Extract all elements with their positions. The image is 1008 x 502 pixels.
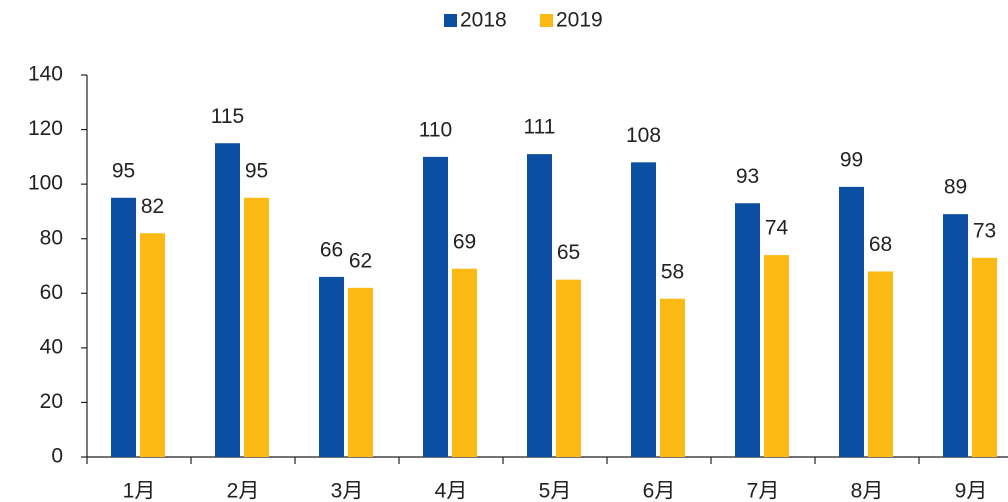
y-tick-label: 0 xyxy=(51,445,63,468)
bar xyxy=(764,255,789,457)
data-label: 68 xyxy=(869,233,892,256)
x-tick-label: 8月 xyxy=(851,480,884,502)
x-tick-label: 4月 xyxy=(435,480,468,502)
data-label: 93 xyxy=(736,165,759,188)
data-label: 110 xyxy=(419,118,452,141)
x-tick-label: 6月 xyxy=(643,480,676,502)
bar xyxy=(319,276,344,457)
bar xyxy=(111,197,136,458)
data-label: 65 xyxy=(557,241,580,264)
x-tick-label: 9月 xyxy=(955,480,988,502)
y-tick-label: 40 xyxy=(40,335,63,358)
x-tick-label: 5月 xyxy=(539,480,572,502)
data-label: 111 xyxy=(524,116,556,139)
bar xyxy=(839,186,864,457)
y-tick-label: 140 xyxy=(28,63,63,86)
bar xyxy=(244,197,269,458)
bar xyxy=(215,143,240,457)
data-label: 66 xyxy=(320,238,343,261)
data-label: 69 xyxy=(453,230,476,253)
y-tick-label: 120 xyxy=(28,117,63,140)
bar xyxy=(972,257,997,457)
legend-label: 2019 xyxy=(556,9,603,32)
x-tick-label: 7月 xyxy=(747,480,780,502)
data-label: 58 xyxy=(661,260,684,283)
bar xyxy=(556,279,581,457)
bar xyxy=(423,156,448,457)
bar xyxy=(660,298,685,457)
data-label: 73 xyxy=(973,219,996,242)
bar xyxy=(140,233,165,457)
data-label: 108 xyxy=(626,124,661,147)
legend-label: 2018 xyxy=(460,9,507,32)
data-label: 89 xyxy=(944,176,967,199)
x-tick-label: 1月 xyxy=(123,480,156,502)
bar xyxy=(631,162,656,458)
bar xyxy=(348,287,373,457)
data-label: 95 xyxy=(112,159,135,182)
bar xyxy=(527,154,552,457)
y-tick-label: 80 xyxy=(40,226,63,249)
data-label: 82 xyxy=(141,195,164,218)
bar xyxy=(735,203,760,457)
x-tick-label: 3月 xyxy=(331,480,364,502)
data-label: 99 xyxy=(840,148,863,171)
data-label: 115 xyxy=(211,105,244,128)
y-tick-label: 100 xyxy=(28,172,63,195)
data-label: 95 xyxy=(245,159,268,182)
legend-swatch xyxy=(444,14,457,27)
bar xyxy=(868,271,893,457)
bar xyxy=(943,214,968,457)
y-tick-label: 20 xyxy=(40,390,63,413)
y-tick-label: 60 xyxy=(40,281,63,304)
data-label: 62 xyxy=(349,249,372,272)
bar xyxy=(452,268,477,457)
x-tick-label: 2月 xyxy=(227,480,260,502)
legend-swatch xyxy=(540,14,553,27)
data-label: 74 xyxy=(765,217,789,240)
